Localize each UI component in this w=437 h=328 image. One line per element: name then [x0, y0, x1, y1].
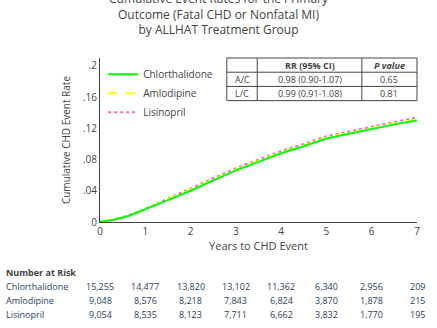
svg-text:.08: .08 [83, 152, 97, 166]
svg-text:2: 2 [188, 224, 194, 238]
svg-text:.04: .04 [83, 183, 97, 197]
svg-text:3: 3 [233, 224, 239, 238]
svg-text:195: 195 [410, 308, 425, 321]
svg-text:0.98 (0.90-1.07): 0.98 (0.90-1.07) [278, 73, 342, 86]
svg-text:11,362: 11,362 [267, 280, 295, 293]
svg-text:0: 0 [91, 215, 97, 229]
svg-text:1: 1 [142, 224, 148, 238]
svg-text:Lisinopril: Lisinopril [143, 105, 185, 119]
svg-text:215: 215 [410, 294, 425, 307]
svg-text:9,048: 9,048 [89, 294, 112, 307]
svg-text:8,535: 8,535 [134, 308, 157, 321]
svg-text:9,054: 9,054 [89, 308, 112, 321]
svg-text:209: 209 [410, 280, 425, 293]
svg-text:2,956: 2,956 [360, 280, 383, 293]
svg-text:6,824: 6,824 [270, 294, 293, 307]
svg-text:Lisinopril: Lisinopril [6, 308, 44, 321]
svg-text:7,843: 7,843 [224, 294, 247, 307]
svg-text:Chlorthalidone: Chlorthalidone [6, 280, 68, 293]
svg-text:3,832: 3,832 [315, 308, 338, 321]
svg-text:Years to CHD Event: Years to CHD Event [209, 238, 308, 253]
svg-text:L/C: L/C [235, 87, 249, 100]
svg-text:0.81: 0.81 [380, 87, 398, 100]
svg-text:7,711: 7,711 [224, 308, 247, 321]
svg-text:0: 0 [97, 224, 103, 238]
svg-text:13,102: 13,102 [222, 280, 250, 293]
svg-text:Chlorthalidone: Chlorthalidone [143, 67, 213, 81]
svg-text:3,870: 3,870 [315, 294, 338, 307]
svg-text:8,576: 8,576 [134, 294, 157, 307]
svg-text:6,662: 6,662 [270, 308, 293, 321]
svg-text:8,218: 8,218 [179, 294, 202, 307]
svg-text:Amlodipine: Amlodipine [143, 86, 197, 100]
svg-text:13,820: 13,820 [177, 280, 205, 293]
svg-text:A/C: A/C [235, 73, 250, 86]
svg-text:6: 6 [369, 224, 375, 238]
svg-text:1,770: 1,770 [360, 308, 383, 321]
svg-text:.12: .12 [83, 121, 97, 135]
svg-text:Number at Risk: Number at Risk [6, 266, 76, 279]
svg-text:1,878: 1,878 [360, 294, 383, 307]
svg-text:15,255: 15,255 [86, 280, 114, 293]
svg-text:.2: .2 [89, 58, 98, 72]
svg-text:6,340: 6,340 [315, 280, 338, 293]
svg-text:Cumulative Event Rates for the: Cumulative Event Rates for the PrimaryOu… [109, 0, 329, 38]
svg-text:Amlodipine: Amlodipine [6, 294, 54, 307]
svg-text:4: 4 [278, 224, 284, 238]
svg-text:RR (95% CI): RR (95% CI) [285, 59, 335, 72]
svg-text:8,123: 8,123 [179, 308, 202, 321]
svg-text:P value: P value [374, 59, 405, 72]
svg-text:Cumulative CHD Event Rate: Cumulative CHD Event Rate [59, 76, 73, 204]
svg-text:7: 7 [414, 224, 420, 238]
svg-text:5: 5 [324, 224, 330, 238]
svg-text:0.65: 0.65 [380, 73, 398, 86]
svg-text:14,477: 14,477 [131, 280, 159, 293]
svg-text:0.99 (0.91-1.08): 0.99 (0.91-1.08) [278, 87, 342, 100]
svg-text:.16: .16 [83, 90, 97, 104]
